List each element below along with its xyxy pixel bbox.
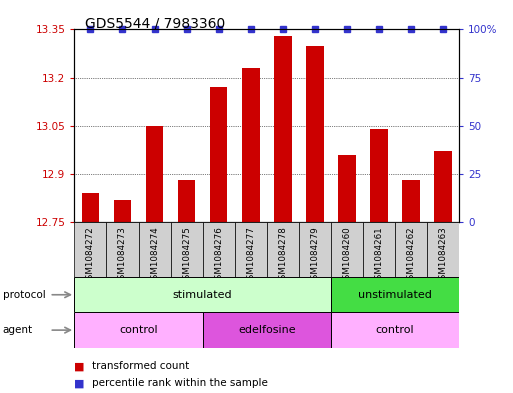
Bar [242,68,260,222]
Bar [146,126,163,222]
Bar [267,222,299,277]
Bar [274,36,291,222]
Bar [306,46,324,222]
Text: ■: ■ [74,361,85,371]
Bar [331,312,459,348]
Text: GSM1084261: GSM1084261 [374,226,384,285]
Text: GSM1084276: GSM1084276 [214,226,223,285]
Text: unstimulated: unstimulated [358,290,432,300]
Bar [82,193,99,222]
Bar [178,180,195,222]
Bar [395,222,427,277]
Text: transformed count: transformed count [92,361,190,371]
Bar [106,222,139,277]
Text: GSM1084274: GSM1084274 [150,226,159,285]
Text: agent: agent [3,325,33,335]
Text: GSM1084262: GSM1084262 [406,226,416,285]
Text: GSM1084279: GSM1084279 [310,226,320,285]
Text: GSM1084273: GSM1084273 [118,226,127,285]
Text: GSM1084275: GSM1084275 [182,226,191,285]
Bar [338,154,356,222]
Bar [331,277,459,312]
Bar [427,222,459,277]
Bar [370,129,388,222]
Text: GSM1084263: GSM1084263 [439,226,448,285]
Text: protocol: protocol [3,290,45,300]
Text: GDS5544 / 7983360: GDS5544 / 7983360 [85,17,225,31]
Text: GSM1084260: GSM1084260 [342,226,351,285]
Bar [210,87,227,222]
Bar [139,222,170,277]
Text: edelfosine: edelfosine [238,325,295,335]
Text: control: control [376,325,415,335]
Text: GSM1084272: GSM1084272 [86,226,95,285]
Bar [331,222,363,277]
Bar [74,312,203,348]
Bar [203,222,234,277]
Bar [435,151,452,222]
Bar [234,222,267,277]
Bar [74,222,106,277]
Text: ■: ■ [74,378,85,388]
Bar [299,222,331,277]
Text: control: control [119,325,158,335]
Bar [363,222,395,277]
Text: GSM1084277: GSM1084277 [246,226,255,285]
Bar [170,222,203,277]
Bar [114,200,131,222]
Bar [402,180,420,222]
Text: GSM1084278: GSM1084278 [278,226,287,285]
Text: percentile rank within the sample: percentile rank within the sample [92,378,268,388]
Bar [74,277,331,312]
Text: stimulated: stimulated [173,290,232,300]
Bar [203,312,331,348]
